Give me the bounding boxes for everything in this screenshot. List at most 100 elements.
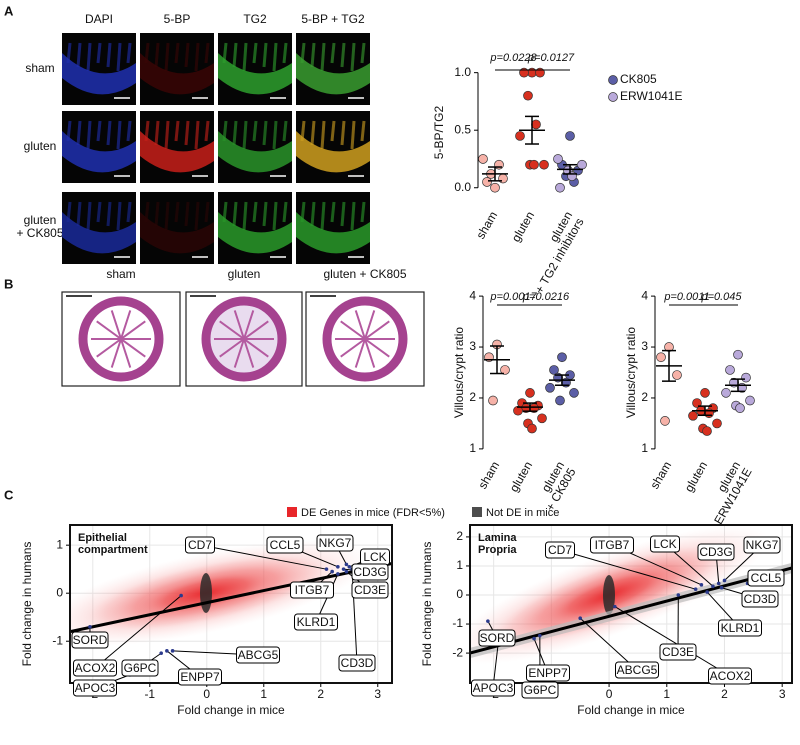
x-tick-label: gluten: [682, 459, 710, 494]
x-tick-label-line: sham: [476, 459, 503, 491]
y-tick-label: 1: [641, 441, 648, 455]
gene-label: ABCG5: [238, 648, 279, 662]
data-point: [726, 365, 735, 374]
villus: [312, 202, 314, 226]
y-tick-label: 0: [456, 587, 463, 601]
x-tick-label: sham: [474, 209, 501, 241]
villus: [352, 202, 354, 230]
gene-label: LCK: [363, 550, 386, 564]
villus: [254, 202, 256, 222]
gene-point: [171, 649, 175, 653]
gene-point: [179, 594, 183, 598]
gene-point: [345, 570, 349, 574]
data-point: [736, 404, 745, 413]
villus: [234, 121, 236, 145]
villus: [68, 202, 70, 222]
data-point: [701, 388, 710, 397]
villus: [176, 121, 178, 141]
gene-label: CD7: [548, 543, 572, 557]
villus: [68, 121, 70, 141]
x-tick-label-line: sham: [474, 209, 501, 241]
villus: [302, 43, 304, 63]
gene-point: [532, 637, 536, 641]
villus: [284, 121, 286, 141]
villus: [234, 43, 236, 67]
villus: [224, 121, 226, 141]
x-axis-label: Fold change in mice: [577, 703, 685, 717]
villus: [166, 43, 168, 71]
gene-point: [578, 616, 582, 620]
gene-point: [694, 587, 698, 591]
villus: [206, 202, 208, 222]
y-tick-label: 1.0: [454, 65, 471, 79]
villus: [146, 202, 148, 222]
gene-label: G6PC: [524, 683, 557, 697]
villus: [88, 43, 90, 71]
data-point: [491, 183, 500, 192]
data-point: [734, 350, 743, 359]
villus: [224, 202, 226, 222]
data-point: [516, 131, 525, 140]
gene-label: ACOX2: [710, 669, 751, 683]
gene-label: SORD: [480, 631, 515, 645]
column-label: DAPI: [85, 12, 113, 26]
villus: [118, 43, 120, 71]
x-tick-label: 2: [721, 687, 728, 701]
villus: [146, 43, 148, 63]
data-point: [528, 424, 537, 433]
data-point: [703, 427, 712, 436]
data-point: [578, 160, 587, 169]
data-point: [540, 160, 549, 169]
villus: [322, 202, 324, 230]
villus: [78, 202, 80, 226]
data-point: [479, 154, 488, 163]
panel-label: A: [4, 3, 14, 18]
gene-label: CD3G: [353, 565, 386, 579]
villus: [68, 43, 70, 63]
data-point: [526, 388, 535, 397]
gene-label: ABCG5: [617, 663, 658, 677]
data-point: [530, 160, 539, 169]
villus: [254, 121, 256, 141]
row-label: sham: [25, 61, 54, 75]
gene-label: CD3G: [699, 545, 732, 559]
y-tick-label: 2: [456, 529, 463, 543]
villus: [322, 121, 324, 149]
data-point: [546, 383, 555, 392]
villus: [206, 43, 208, 63]
chart-title-line: Epithelial: [78, 532, 127, 544]
gene-point: [336, 572, 340, 576]
gene-point: [723, 579, 727, 583]
villus: [196, 43, 198, 71]
data-point: [570, 388, 579, 397]
villus: [176, 43, 178, 63]
villus: [332, 43, 334, 63]
data-point: [661, 416, 670, 425]
villus: [156, 43, 158, 67]
data-point: [554, 154, 563, 163]
image-label: gluten + CK805: [323, 267, 406, 281]
y-axis-label: 5-BP/TG2: [432, 106, 446, 160]
gene-point: [165, 649, 169, 653]
villus: [166, 202, 168, 230]
villus: [322, 43, 324, 71]
x-axis-label: Fold change in mice: [177, 703, 285, 717]
gene-point: [677, 593, 681, 597]
gene-point: [711, 584, 715, 588]
y-tick-label: 1: [469, 441, 476, 455]
y-tick-label: -1: [452, 616, 463, 630]
y-tick-label: 1: [456, 558, 463, 572]
gene-point: [88, 625, 92, 629]
villus: [264, 43, 266, 67]
gene-label: ENPP7: [180, 670, 220, 684]
villus: [362, 202, 364, 222]
data-point: [483, 177, 492, 186]
row-label: gluten+ CK805: [16, 213, 63, 240]
gene-label: CCL5: [751, 571, 782, 585]
villus: [312, 43, 314, 67]
gene-label: ITGB7: [595, 538, 630, 552]
x-tick-label: 0: [606, 687, 613, 701]
data-point: [556, 396, 565, 405]
villus: [118, 202, 120, 230]
villus: [284, 43, 286, 63]
